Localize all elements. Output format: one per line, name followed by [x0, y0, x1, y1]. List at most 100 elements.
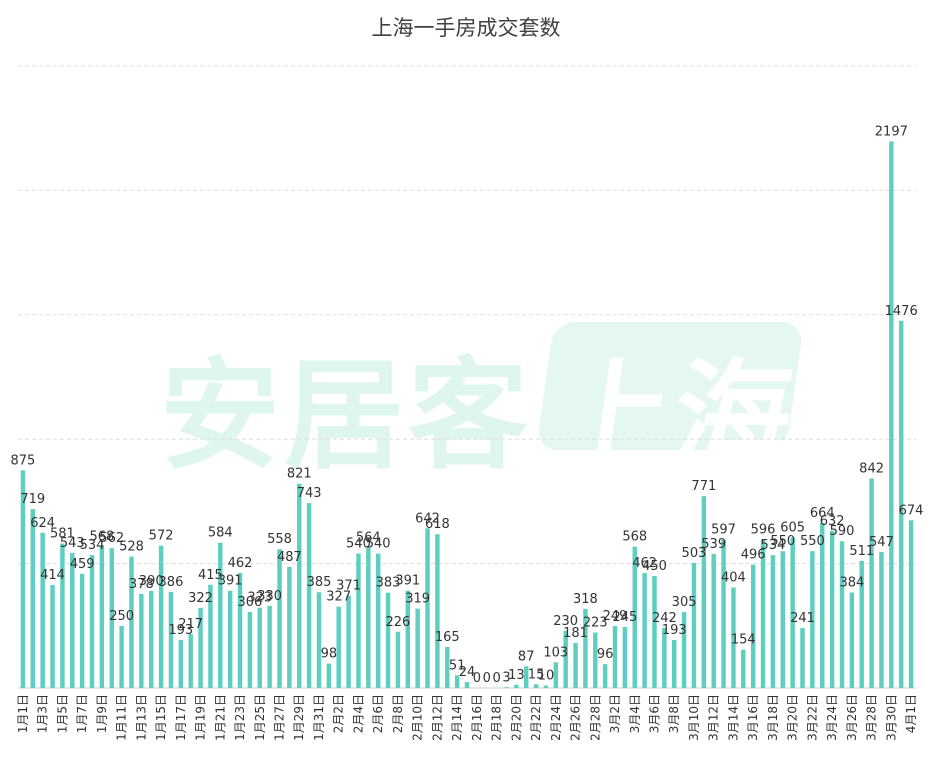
- bar: [612, 626, 618, 688]
- x-tick-label: 3月2日: [608, 694, 622, 733]
- x-tick-label: 3月8日: [667, 694, 681, 733]
- data-label: 558: [267, 532, 292, 547]
- x-tick-label: 1月15日: [154, 694, 168, 741]
- data-label: 319: [405, 592, 430, 607]
- data-label: 226: [386, 615, 411, 630]
- data-label: 404: [721, 570, 746, 585]
- data-label: 414: [40, 568, 65, 583]
- x-tick-label: 3月30日: [884, 694, 898, 741]
- data-label: 528: [119, 540, 144, 555]
- x-tick-label: 3月6日: [647, 694, 661, 733]
- bar: [168, 591, 174, 688]
- data-label: 391: [395, 574, 420, 589]
- bar: [208, 584, 213, 688]
- x-tick-label: 2月4日: [351, 694, 365, 733]
- bar: [129, 556, 134, 688]
- bar: [672, 639, 677, 688]
- x-tick-label: 3月12日: [707, 694, 721, 741]
- bar: [30, 509, 36, 688]
- data-label: 771: [691, 479, 716, 494]
- data-label: 540: [346, 537, 371, 552]
- bar: [385, 592, 391, 688]
- bar: [829, 530, 835, 688]
- data-label: 165: [435, 630, 460, 645]
- x-tick-label: 2月10日: [411, 694, 425, 741]
- bar: [760, 539, 766, 688]
- x-tick-label: 2月16日: [470, 694, 484, 741]
- data-label: 550: [770, 534, 795, 549]
- bar: [326, 663, 332, 688]
- data-label: 103: [543, 645, 568, 660]
- data-label: 181: [563, 626, 588, 641]
- data-label: 540: [366, 537, 391, 552]
- gridlines: [18, 65, 916, 689]
- data-label: 193: [168, 623, 193, 638]
- data-label: 3: [502, 670, 510, 685]
- x-tick-label: 1月29日: [292, 694, 306, 741]
- bar: [553, 662, 559, 688]
- bar: [50, 585, 55, 688]
- bar: [849, 592, 855, 688]
- bar: [375, 553, 381, 688]
- x-tick-label: 2月14日: [450, 694, 464, 741]
- bar: [652, 576, 657, 688]
- bar: [593, 632, 598, 688]
- bar: [622, 627, 628, 688]
- bar: [149, 590, 154, 688]
- data-label: 547: [869, 535, 894, 550]
- bar: [780, 551, 785, 688]
- data-label: 568: [622, 530, 647, 545]
- bar: [60, 543, 65, 688]
- bar: [346, 595, 351, 688]
- bar: [662, 627, 667, 688]
- data-label: 462: [632, 556, 657, 571]
- bar: [533, 684, 539, 688]
- bar: [632, 546, 637, 688]
- data-labels: 8757196244145815434595345685622505283783…: [11, 124, 924, 686]
- bar: [721, 539, 726, 688]
- data-label: 821: [287, 467, 312, 482]
- bar: [810, 551, 815, 688]
- data-label: 385: [307, 575, 332, 590]
- data-label: 245: [612, 610, 637, 625]
- x-axis-ticks: 1月1日 1月3日 1月5日 1月7日 1月9日 1月11日 1月13日 1月15日 1月17日…: [16, 694, 918, 741]
- x-tick-label: 1月3日: [36, 694, 50, 733]
- bar: [109, 548, 114, 688]
- data-label: 322: [188, 591, 213, 606]
- x-tick-label: 3月24日: [825, 694, 839, 741]
- data-label: 624: [30, 516, 55, 531]
- data-label: 223: [583, 616, 608, 631]
- x-tick-label: 3月18日: [766, 694, 780, 741]
- data-label: 618: [425, 517, 450, 532]
- x-tick-label: 2月18日: [490, 694, 504, 741]
- data-label: 0: [492, 671, 500, 686]
- data-label: 875: [11, 453, 36, 468]
- bar: [563, 630, 568, 688]
- bar: [20, 470, 26, 688]
- data-label: 217: [178, 617, 203, 632]
- data-label: 543: [60, 536, 85, 551]
- bar: [839, 541, 845, 688]
- data-label: 719: [20, 492, 45, 507]
- data-label: 10: [538, 669, 555, 684]
- data-label: 87: [518, 649, 535, 664]
- bar: [435, 534, 440, 688]
- bar: [770, 555, 776, 688]
- data-label: 383: [376, 576, 401, 591]
- x-tick-label: 2月8日: [391, 694, 405, 733]
- data-label: 581: [50, 526, 75, 541]
- bar: [218, 542, 223, 688]
- data-label: 550: [800, 534, 825, 549]
- data-label: 242: [652, 611, 677, 626]
- bar: [691, 562, 697, 688]
- x-tick-label: 2月26日: [569, 694, 583, 741]
- data-label: 391: [218, 574, 243, 589]
- bar: [237, 573, 243, 688]
- bar: [464, 682, 470, 688]
- bar: [336, 606, 341, 688]
- x-tick-label: 2月28日: [588, 694, 602, 741]
- data-label: 674: [899, 503, 924, 518]
- data-label: 462: [228, 556, 253, 571]
- x-tick-label: 1月21日: [213, 694, 227, 741]
- x-tick-label: 3月16日: [746, 694, 760, 741]
